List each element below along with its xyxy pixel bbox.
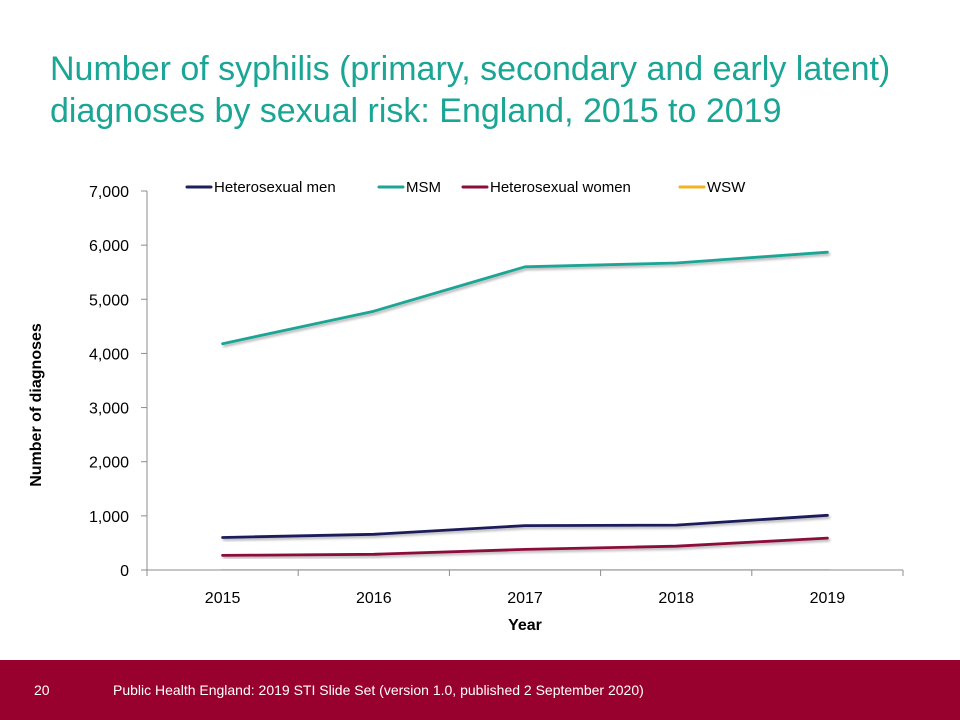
x-tick-labels: 2015 2016 2017 2018 2019 [205,590,845,607]
footer-bar: 20 Public Health England: 2019 STI Slide… [0,660,960,720]
series-line-heterosexual-women [221,536,829,557]
y-tick-label: 6,000 [89,238,129,255]
y-axis-label: Number of diagnoses [28,323,45,487]
slide-title: Number of syphilis (primary, secondary a… [50,48,930,132]
series-line-msm [221,250,829,346]
legend-label: Heterosexual men [214,179,336,196]
legend-label: MSM [406,179,441,196]
y-tick-label: 1,000 [89,509,129,526]
y-tick-label: 4,000 [89,346,129,363]
line-chart: 0 1,000 2,000 3,000 4,000 5,000 6,000 7,000 201… [28,179,904,634]
y-tick-label: 5,000 [89,292,129,309]
y-tick-label: 7,000 [89,184,129,201]
x-tick-label: 2019 [810,590,846,607]
y-tick-label: 3,000 [89,401,129,418]
slide-title-line-1: Number of syphilis (primary, secondary a… [50,50,891,88]
slide-title-line-2: diagnoses by sexual risk: England, 2015 … [50,92,782,130]
x-tick-label: 2015 [205,590,241,607]
y-tick-label: 2,000 [89,455,129,472]
y-tick-labels: 0 1,000 2,000 3,000 4,000 5,000 6,000 7,000 [89,184,129,580]
footer-citation: Public Health England: 2019 STI Slide Se… [113,682,644,698]
page-number: 20 [34,682,50,698]
x-tick-label: 2016 [356,590,392,607]
chart-legend: Heterosexual men MSM Heterosexual women WSW [185,179,746,196]
series-line-heterosexual-men [221,513,829,539]
x-axis-label: Year [508,617,542,634]
y-tick-label: 0 [120,563,129,580]
legend-label: Heterosexual women [490,179,631,196]
x-tick-label: 2017 [507,590,543,607]
chart-series [221,250,829,572]
legend-label: WSW [707,179,746,196]
x-tick-label: 2018 [658,590,694,607]
